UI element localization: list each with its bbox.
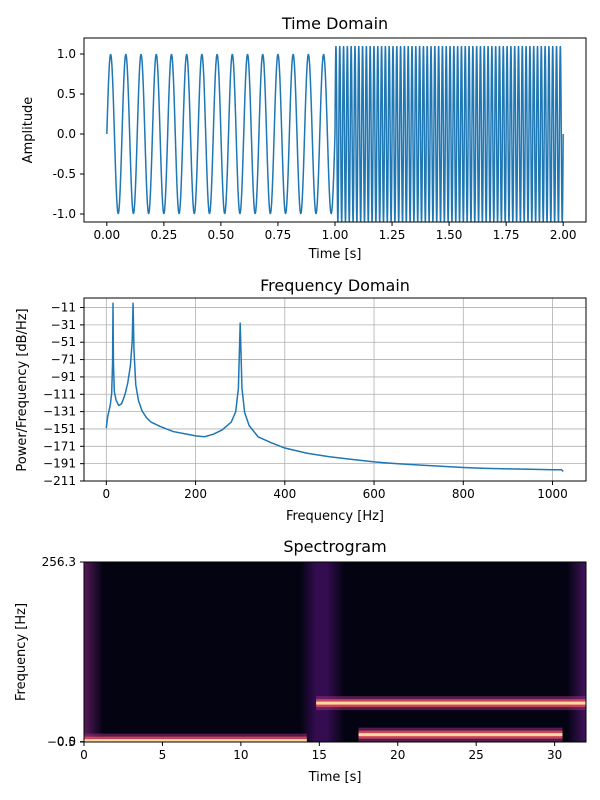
x-tick-label: 1000 [537,487,568,501]
x-tick-label: 1.00 [322,228,349,242]
x-tick-label: 0 [102,487,110,501]
band-core [84,739,307,742]
x-tick-label: 0.75 [265,228,292,242]
x-tick-label: 0.25 [151,228,178,242]
x-tick-label: 1.75 [493,228,520,242]
y-tick-label: −71 [51,353,76,367]
band-core [358,733,563,737]
x-tick-label: 25 [469,748,484,762]
x-axis-label: Frequency [Hz] [286,509,384,524]
plot-area [83,561,587,743]
x-tick-label: 10 [233,748,248,762]
time-domain-chart: Time Domain 0.00 0.25 0.50 0.75 1.00 1.25 1.50… [21,14,587,262]
y-tick-label: −151 [43,422,76,436]
y-tick-label: −111 [43,387,76,401]
band-core [316,701,586,705]
chart-title: Frequency Domain [260,276,410,295]
y-tick-label: −131 [43,405,76,419]
x-tick-label: 0 [80,748,88,762]
y-tick-label: 1.0 [57,47,76,61]
y-tick-label: −211 [43,474,76,488]
transient-stripe [567,562,586,742]
y-tick-label: -0.5 [53,167,76,181]
y-tick-label: −11 [51,301,76,315]
chart-title: Spectrogram [283,537,386,556]
y-tick-label: 256.3 [42,555,76,569]
x-tick-label: 2.00 [550,228,577,242]
series-line [105,302,564,472]
y-tick-label: -1.0 [53,207,76,221]
x-axis-label: Time [s] [308,770,362,785]
frequency-domain-chart: Frequency Domain 0 200 400 600 800 1000 −11 −3… [15,276,587,524]
x-tick-label: 0.00 [93,228,120,242]
y-tick-label: −171 [43,439,76,453]
y-tick-label: −51 [51,335,76,349]
y-tick-label: 0.0 [57,735,76,749]
y-tick-label: −91 [51,370,76,384]
y-tick-label: 0.5 [57,87,76,101]
y-axis-label: Power/Frequency [dB/Hz] [15,308,30,471]
x-tick-label: 1.50 [436,228,463,242]
series-line [106,45,564,222]
x-tick-label: 1.25 [379,228,406,242]
y-axis-label: Frequency [Hz] [14,603,29,701]
chart-title: Time Domain [281,14,388,33]
x-tick-label: 800 [452,487,475,501]
x-tick-label: 30 [547,748,562,762]
x-tick-label: 0.50 [208,228,235,242]
plot-area [83,297,587,482]
x-tick-label: 200 [184,487,207,501]
transient-stripe [300,562,345,742]
x-tick-label: 600 [363,487,386,501]
y-tick-label: −191 [43,457,76,471]
x-axis-label: Time [s] [308,247,362,262]
spectrogram-chart: Spectrogram 0 5 10 15 20 25 30 256.3 −0.50.0 Ti… [14,537,587,785]
y-axis-label: Amplitude [21,97,36,164]
transient-stripe [84,562,103,742]
x-tick-label: 400 [273,487,296,501]
y-tick-label: −31 [51,318,76,332]
y-tick-label: −0.5 [47,735,76,749]
x-tick-label: 5 [159,748,167,762]
y-tick-label: 0.0 [57,127,76,141]
x-tick-label: 20 [390,748,405,762]
x-tick-label: 15 [312,748,327,762]
